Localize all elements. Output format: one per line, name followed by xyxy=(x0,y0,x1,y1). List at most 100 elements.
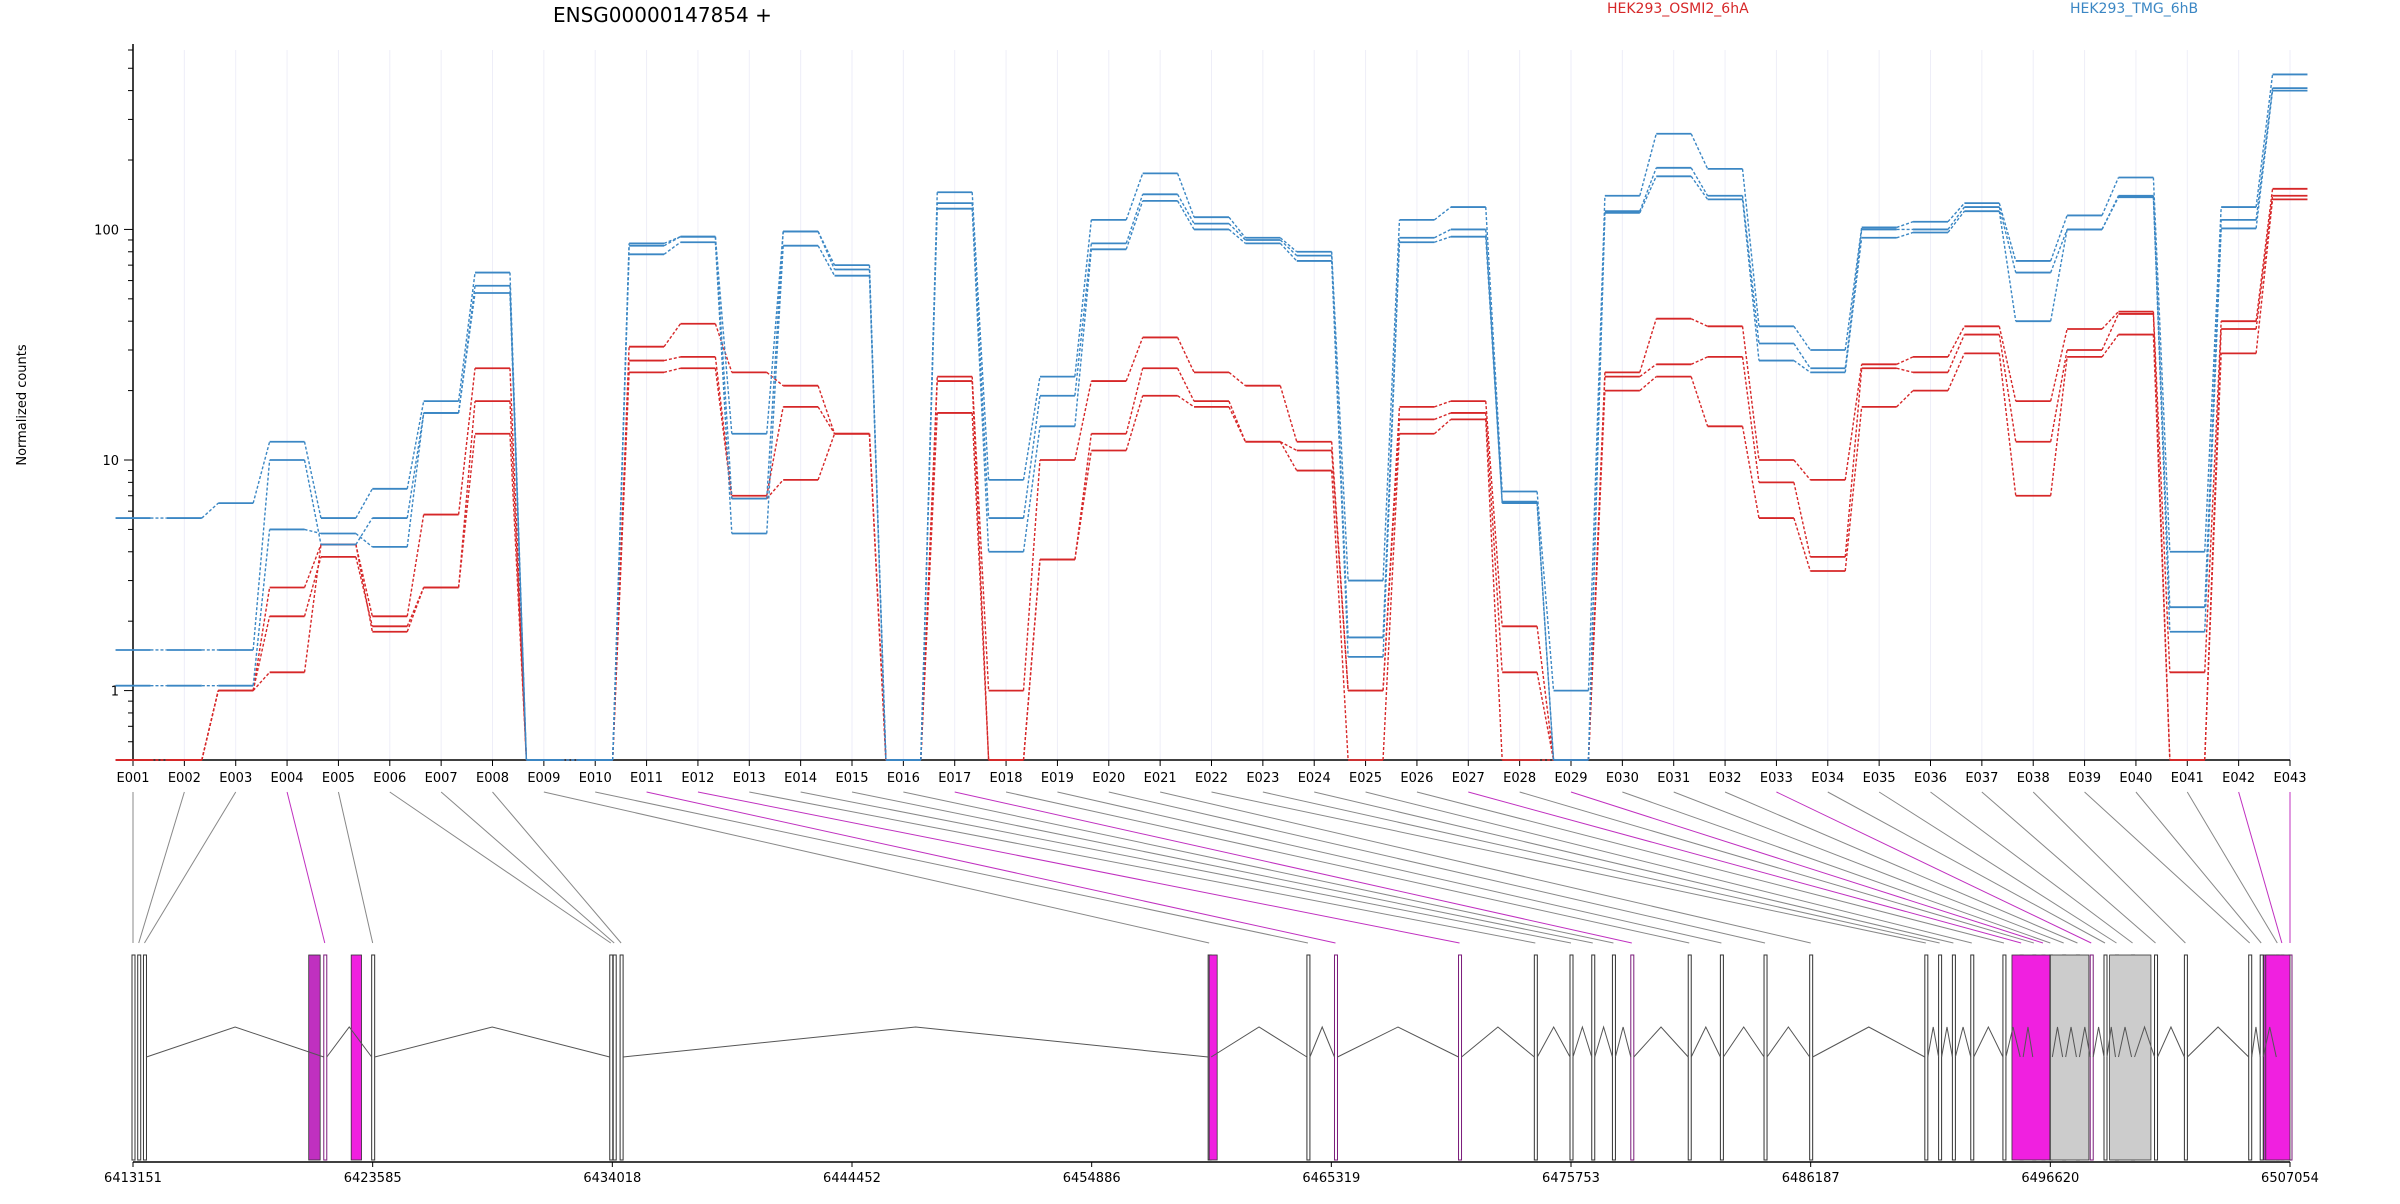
genomic-coordinate-label: 6423585 xyxy=(344,1171,402,1186)
data-transition xyxy=(1382,237,1401,638)
data-transition xyxy=(1639,133,1657,196)
data-transition xyxy=(1074,433,1093,560)
data-transition xyxy=(1228,223,1246,241)
data-transition xyxy=(1896,231,1914,239)
data-transition xyxy=(2101,313,2120,351)
data-transition xyxy=(201,502,219,519)
exon-box xyxy=(1306,954,1311,1161)
data-transition xyxy=(2204,353,2222,761)
data-transition xyxy=(303,544,322,588)
data-transition xyxy=(1947,202,1965,223)
exon-connector xyxy=(1108,791,1766,944)
data-transition xyxy=(766,371,784,387)
exon-box xyxy=(1591,954,1596,1161)
exon-connector xyxy=(1776,791,2092,944)
data-transition xyxy=(2152,197,2171,632)
intron-line xyxy=(1941,1026,1953,1058)
data-transition xyxy=(1896,356,1914,365)
data-transition xyxy=(252,671,271,692)
data-transition xyxy=(817,245,836,277)
data-transition xyxy=(1176,337,1195,373)
data-transition xyxy=(1536,501,1555,761)
data-transition xyxy=(2050,229,2068,273)
x-tick-label: E018 xyxy=(990,771,1023,786)
data-transition xyxy=(2049,328,2068,402)
data-transition xyxy=(1485,419,1503,761)
data-transition xyxy=(2255,74,2274,208)
data-transition xyxy=(1998,206,2017,273)
exon-block xyxy=(2049,954,2090,1161)
data-transition xyxy=(1793,359,1811,373)
data-transition xyxy=(2255,195,2274,330)
exon-connector xyxy=(1468,791,2022,944)
x-tick-label: E032 xyxy=(1709,771,1742,786)
data-transition xyxy=(920,208,938,761)
data-transition xyxy=(1177,395,1195,408)
data-transition xyxy=(714,236,733,434)
exon-connector xyxy=(1262,791,1940,944)
intron-line xyxy=(1973,1025,2004,1058)
data-transition xyxy=(2101,334,2120,358)
data-transition xyxy=(817,385,836,434)
data-transition xyxy=(252,529,271,686)
x-tick-label: E041 xyxy=(2171,771,2204,786)
data-transition xyxy=(1074,243,1093,396)
data-transition xyxy=(355,488,373,519)
exon-box xyxy=(2259,954,2264,1161)
x-tick-label: E043 xyxy=(2273,771,2306,786)
data-transition xyxy=(2049,229,2068,322)
data-transition xyxy=(766,245,784,534)
x-tick-label: E017 xyxy=(938,771,971,786)
x-tick-label: E040 xyxy=(2119,771,2152,786)
data-transition xyxy=(1844,364,1863,480)
data-transition xyxy=(1741,199,1760,361)
exon-box xyxy=(1951,954,1956,1161)
data-transition xyxy=(303,441,322,519)
x-tick-label: E021 xyxy=(1144,771,1177,786)
data-transition xyxy=(1998,211,2017,322)
exon-box xyxy=(2103,954,2108,1161)
exon-box xyxy=(371,954,376,1161)
data-transition xyxy=(406,587,425,632)
data-transition xyxy=(1485,412,1503,673)
genomic-coordinate-label: 6496620 xyxy=(2021,1171,2079,1186)
data-transition xyxy=(1639,176,1657,214)
intron-line xyxy=(374,1026,610,1058)
x-tick-label: E027 xyxy=(1452,771,1485,786)
data-transition xyxy=(406,514,425,617)
data-transition xyxy=(1074,249,1093,427)
intron-line xyxy=(1309,1025,1335,1058)
exon-box xyxy=(1763,954,1768,1161)
data-transition xyxy=(2204,321,2222,673)
data-transition xyxy=(714,242,733,534)
data-transition xyxy=(1639,376,1657,392)
data-transition xyxy=(1228,216,1246,239)
series-5 xyxy=(115,89,2308,761)
data-transition xyxy=(1228,228,1246,244)
intron-line xyxy=(1690,1025,1721,1058)
intron-line xyxy=(1614,1026,1632,1058)
data-transition xyxy=(1176,173,1195,218)
x-tick-label: E036 xyxy=(1914,771,1947,786)
exon-connector xyxy=(337,791,374,944)
data-transition xyxy=(1074,219,1093,377)
data-transition xyxy=(1022,395,1041,519)
data-transition xyxy=(1228,371,1246,387)
data-transition xyxy=(1536,491,1555,691)
data-transition xyxy=(1844,406,1863,572)
data-transition xyxy=(1947,325,1966,358)
x-tick-label: E023 xyxy=(1246,771,1279,786)
data-transition xyxy=(611,254,630,761)
exon-connector xyxy=(1416,791,2005,944)
exon-connector xyxy=(144,791,237,944)
exon-connector xyxy=(1057,791,1722,944)
x-tick-label: E011 xyxy=(630,771,663,786)
data-transition xyxy=(1176,193,1195,224)
data-transition xyxy=(1022,376,1041,480)
data-transition xyxy=(1690,175,1709,200)
exon-box xyxy=(1809,954,1814,1161)
exon-connector xyxy=(1724,791,2078,944)
exon-box xyxy=(1924,954,1929,1161)
